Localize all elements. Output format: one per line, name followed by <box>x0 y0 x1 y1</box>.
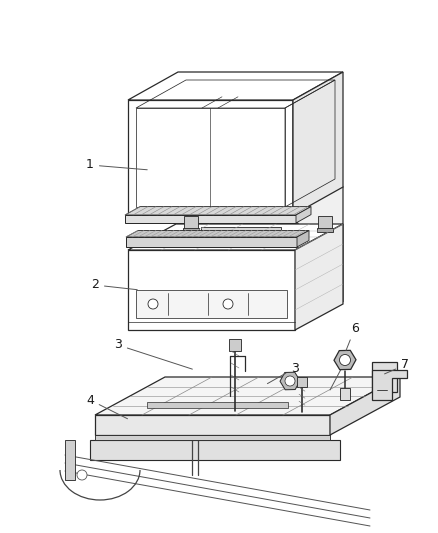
Text: 6: 6 <box>346 321 359 350</box>
Polygon shape <box>330 377 400 435</box>
Circle shape <box>379 378 389 388</box>
Circle shape <box>148 299 158 309</box>
Polygon shape <box>128 250 295 330</box>
Text: 3: 3 <box>268 361 299 384</box>
Polygon shape <box>293 100 343 302</box>
Polygon shape <box>295 224 343 330</box>
Polygon shape <box>297 230 309 247</box>
Polygon shape <box>318 216 332 230</box>
Circle shape <box>285 376 295 386</box>
Polygon shape <box>65 440 75 480</box>
Polygon shape <box>296 207 311 223</box>
Polygon shape <box>201 227 281 245</box>
Polygon shape <box>125 207 311 215</box>
Polygon shape <box>95 435 330 440</box>
Polygon shape <box>95 377 400 415</box>
Polygon shape <box>293 72 343 215</box>
Polygon shape <box>125 215 296 223</box>
Text: 4: 4 <box>86 393 127 419</box>
Polygon shape <box>136 290 287 318</box>
Polygon shape <box>340 388 350 400</box>
Polygon shape <box>95 415 330 435</box>
Polygon shape <box>372 362 397 392</box>
Polygon shape <box>128 72 343 100</box>
Polygon shape <box>372 370 407 400</box>
Polygon shape <box>128 100 293 215</box>
Polygon shape <box>297 377 307 387</box>
Polygon shape <box>146 402 287 408</box>
Polygon shape <box>126 230 309 237</box>
Polygon shape <box>229 339 241 351</box>
Text: 7: 7 <box>385 359 409 374</box>
Circle shape <box>339 354 350 366</box>
Polygon shape <box>90 440 340 460</box>
Circle shape <box>223 299 233 309</box>
Polygon shape <box>183 228 199 232</box>
Polygon shape <box>126 237 297 247</box>
Circle shape <box>77 470 87 480</box>
Text: 3: 3 <box>114 338 192 369</box>
Polygon shape <box>184 216 198 230</box>
Text: 2: 2 <box>91 279 137 292</box>
Polygon shape <box>317 228 333 232</box>
Polygon shape <box>128 224 343 250</box>
Text: 1: 1 <box>86 158 147 172</box>
